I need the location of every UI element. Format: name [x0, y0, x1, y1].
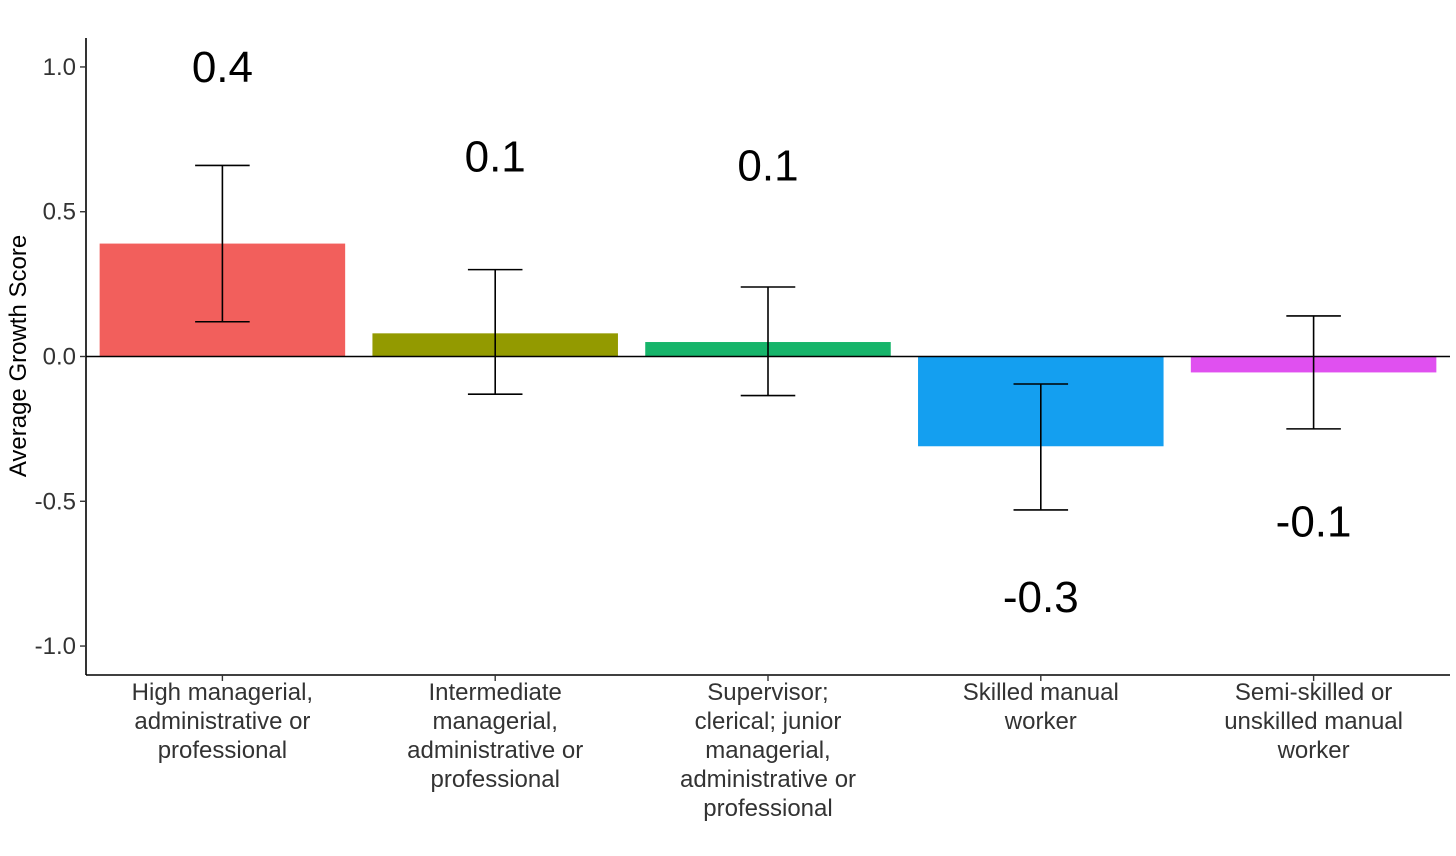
- category-label-3: Supervisor; clerical; junior managerial, ad…: [680, 679, 856, 822]
- data-label-1: 0.4: [192, 43, 253, 92]
- data-label-5: -0.1: [1276, 498, 1352, 547]
- y-tick-label: -1.0: [35, 633, 76, 660]
- data-label-3: 0.1: [737, 141, 798, 190]
- category-label-2: Intermediate managerial, administrative or…: [407, 679, 583, 793]
- y-axis-title: Average Growth Score: [5, 235, 32, 477]
- error-bar-2: [467, 268, 523, 395]
- error-bar-4: [1013, 383, 1069, 511]
- data-label-4: -0.3: [1003, 573, 1079, 622]
- error-bar-3: [740, 286, 796, 397]
- category-label-5: Semi-skilled or unskilled manual worker: [1224, 679, 1403, 764]
- category-label-4: Skilled manual worker: [963, 679, 1119, 735]
- error-bar-1: [195, 164, 250, 323]
- y-tick-label: 1.0: [43, 54, 76, 81]
- y-tick-label: -0.5: [35, 488, 76, 515]
- category-label-1: High managerial, administrative or profess…: [132, 679, 313, 764]
- data-label-2: 0.1: [465, 133, 526, 182]
- y-tick-label: 0.5: [43, 199, 76, 226]
- error-bar-5: [1286, 315, 1341, 430]
- y-tick-label: 0.0: [43, 344, 76, 371]
